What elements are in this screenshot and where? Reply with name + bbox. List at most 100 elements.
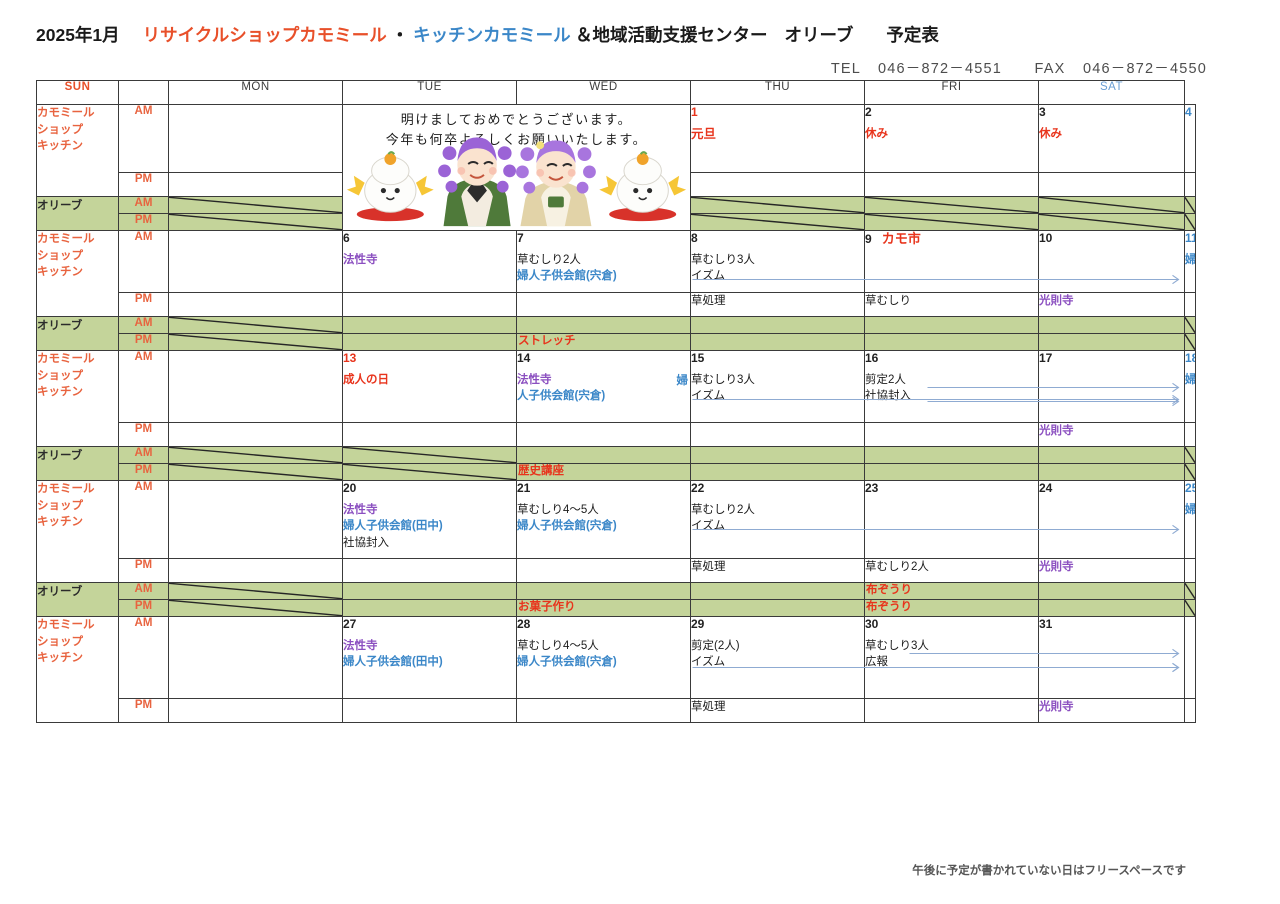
day-pm-cell-empty[interactable] bbox=[168, 698, 343, 723]
day-cell-21[interactable]: 21 草むしり4～5人 婦人子供会館(宍倉) bbox=[516, 480, 691, 559]
day-pm-cell-17[interactable]: 光則寺 bbox=[1038, 422, 1185, 447]
day-pm-cell-29[interactable]: 草処理 bbox=[690, 698, 865, 723]
olive-cell-7[interactable] bbox=[516, 316, 691, 334]
olive-cell-2[interactable] bbox=[864, 213, 1039, 231]
olive-cell-11[interactable] bbox=[1184, 333, 1196, 351]
olive-cell-1[interactable] bbox=[690, 213, 865, 231]
day-cell-6[interactable]: 6 法性寺 bbox=[342, 230, 517, 293]
olive-cell-21[interactable]: お菓子作り bbox=[516, 599, 691, 617]
day-cell-27[interactable]: 27 法性寺 婦人子供会館(田中) bbox=[342, 616, 517, 699]
olive-cell-13[interactable] bbox=[342, 446, 517, 464]
day-cell-10[interactable]: 10 bbox=[1038, 230, 1185, 293]
day-cell-20[interactable]: 20 法性寺 婦人子供会館(田中) 社協封入 bbox=[342, 480, 517, 559]
day-pm-cell-15[interactable] bbox=[690, 422, 865, 447]
olive-cell-empty[interactable] bbox=[168, 316, 343, 334]
day-cell-13[interactable]: 13 成人の日 bbox=[342, 350, 517, 423]
olive-cell-9[interactable] bbox=[864, 316, 1039, 334]
olive-cell-empty[interactable] bbox=[168, 196, 343, 214]
olive-cell-18[interactable] bbox=[1184, 463, 1196, 481]
olive-cell-4[interactable] bbox=[1184, 196, 1196, 214]
day-pm-cell-23[interactable]: 草むしり2人 bbox=[864, 558, 1039, 583]
olive-cell-8[interactable] bbox=[690, 316, 865, 334]
day-pm-cell-24[interactable]: 光則寺 bbox=[1038, 558, 1185, 583]
day-pm-cell-20[interactable] bbox=[342, 558, 517, 583]
olive-cell-15[interactable] bbox=[690, 463, 865, 481]
olive-cell-empty[interactable] bbox=[168, 599, 343, 617]
olive-cell-14[interactable] bbox=[516, 446, 691, 464]
olive-cell-10[interactable] bbox=[1038, 316, 1185, 334]
day-cell-empty[interactable] bbox=[168, 350, 343, 423]
olive-cell-21[interactable] bbox=[516, 582, 691, 600]
day-pm-cell-28[interactable] bbox=[516, 698, 691, 723]
olive-cell-22[interactable] bbox=[690, 582, 865, 600]
day-pm-cell-empty[interactable] bbox=[168, 292, 343, 317]
day-pm-cell-30[interactable] bbox=[864, 698, 1039, 723]
olive-cell-6[interactable] bbox=[342, 316, 517, 334]
day-pm-cell-31[interactable]: 光則寺 bbox=[1038, 698, 1185, 723]
day-pm-cell-10[interactable]: 光則寺 bbox=[1038, 292, 1185, 317]
olive-cell-1[interactable] bbox=[690, 196, 865, 214]
day-cell-28[interactable]: 28 草むしり4～5人 婦人子供会館(宍倉) bbox=[516, 616, 691, 699]
olive-cell-2[interactable] bbox=[864, 196, 1039, 214]
olive-cell-25[interactable] bbox=[1184, 599, 1196, 617]
day-cell-14[interactable]: 14 法性寺 人子供会館(宍倉) 婦 bbox=[516, 350, 691, 423]
day-cell-1[interactable]: 1 元旦 bbox=[690, 104, 865, 173]
day-cell-8[interactable]: 8 草むしり3人 イズム bbox=[690, 230, 865, 293]
olive-cell-22[interactable] bbox=[690, 599, 865, 617]
day-cell-empty[interactable] bbox=[1184, 616, 1196, 699]
day-cell-7[interactable]: 7 草むしり2人 婦人子供会館(宍倉) bbox=[516, 230, 691, 293]
olive-cell-8[interactable] bbox=[690, 333, 865, 351]
day-pm-cell-3[interactable] bbox=[1038, 172, 1185, 197]
day-pm-cell-27[interactable] bbox=[342, 698, 517, 723]
olive-cell-20[interactable] bbox=[342, 582, 517, 600]
day-cell-empty[interactable] bbox=[168, 104, 343, 173]
day-cell-3[interactable]: 3 休み bbox=[1038, 104, 1185, 173]
day-pm-cell-empty[interactable] bbox=[1184, 698, 1196, 723]
day-pm-cell-18[interactable] bbox=[1184, 422, 1196, 447]
day-pm-cell-9[interactable]: 草むしり bbox=[864, 292, 1039, 317]
olive-cell-9[interactable] bbox=[864, 333, 1039, 351]
day-cell-11[interactable]: 11 婦人子供会館(斎藤) bbox=[1184, 230, 1196, 293]
olive-cell-10[interactable] bbox=[1038, 333, 1185, 351]
olive-cell-16[interactable] bbox=[864, 446, 1039, 464]
day-pm-cell-4[interactable] bbox=[1184, 172, 1196, 197]
olive-cell-23[interactable]: 布ぞうり bbox=[864, 599, 1039, 617]
olive-cell-17[interactable] bbox=[1038, 446, 1185, 464]
day-cell-18[interactable]: 18 婦人子供会館(斎藤) bbox=[1184, 350, 1196, 423]
olive-cell-7[interactable]: ストレッチ bbox=[516, 333, 691, 351]
day-pm-cell-1[interactable] bbox=[690, 172, 865, 197]
olive-cell-18[interactable] bbox=[1184, 446, 1196, 464]
olive-cell-empty[interactable] bbox=[168, 582, 343, 600]
olive-cell-3[interactable] bbox=[1038, 196, 1185, 214]
day-cell-15[interactable]: 15 草むしり3人 イズム bbox=[690, 350, 865, 423]
olive-cell-empty[interactable] bbox=[168, 333, 343, 351]
olive-cell-25[interactable] bbox=[1184, 582, 1196, 600]
day-pm-cell-empty[interactable] bbox=[168, 558, 343, 583]
olive-cell-16[interactable] bbox=[864, 463, 1039, 481]
day-cell-4[interactable]: 4 bbox=[1184, 104, 1196, 173]
day-cell-2[interactable]: 2 休み bbox=[864, 104, 1039, 173]
olive-cell-3[interactable] bbox=[1038, 213, 1185, 231]
day-cell-9[interactable]: 9 カモ市 bbox=[864, 230, 1039, 293]
olive-cell-23[interactable]: 布ぞうり bbox=[864, 582, 1039, 600]
day-pm-cell-14[interactable] bbox=[516, 422, 691, 447]
olive-cell-14[interactable]: 歴史講座 bbox=[516, 463, 691, 481]
day-pm-cell-6[interactable] bbox=[342, 292, 517, 317]
day-cell-29[interactable]: 29 剪定(2人) イズム bbox=[690, 616, 865, 699]
day-cell-31[interactable]: 31 bbox=[1038, 616, 1185, 699]
day-cell-17[interactable]: 17 bbox=[1038, 350, 1185, 423]
day-pm-cell-empty[interactable] bbox=[168, 172, 343, 197]
day-pm-cell-25[interactable] bbox=[1184, 558, 1196, 583]
day-cell-22[interactable]: 22 草むしり2人 イズム bbox=[690, 480, 865, 559]
day-cell-empty[interactable] bbox=[168, 480, 343, 559]
day-pm-cell-empty[interactable] bbox=[168, 422, 343, 447]
olive-cell-20[interactable] bbox=[342, 599, 517, 617]
olive-cell-empty[interactable] bbox=[168, 446, 343, 464]
olive-cell-11[interactable] bbox=[1184, 316, 1196, 334]
olive-cell-6[interactable] bbox=[342, 333, 517, 351]
day-pm-cell-21[interactable] bbox=[516, 558, 691, 583]
olive-cell-4[interactable] bbox=[1184, 213, 1196, 231]
day-pm-cell-16[interactable] bbox=[864, 422, 1039, 447]
olive-cell-15[interactable] bbox=[690, 446, 865, 464]
day-pm-cell-13[interactable] bbox=[342, 422, 517, 447]
